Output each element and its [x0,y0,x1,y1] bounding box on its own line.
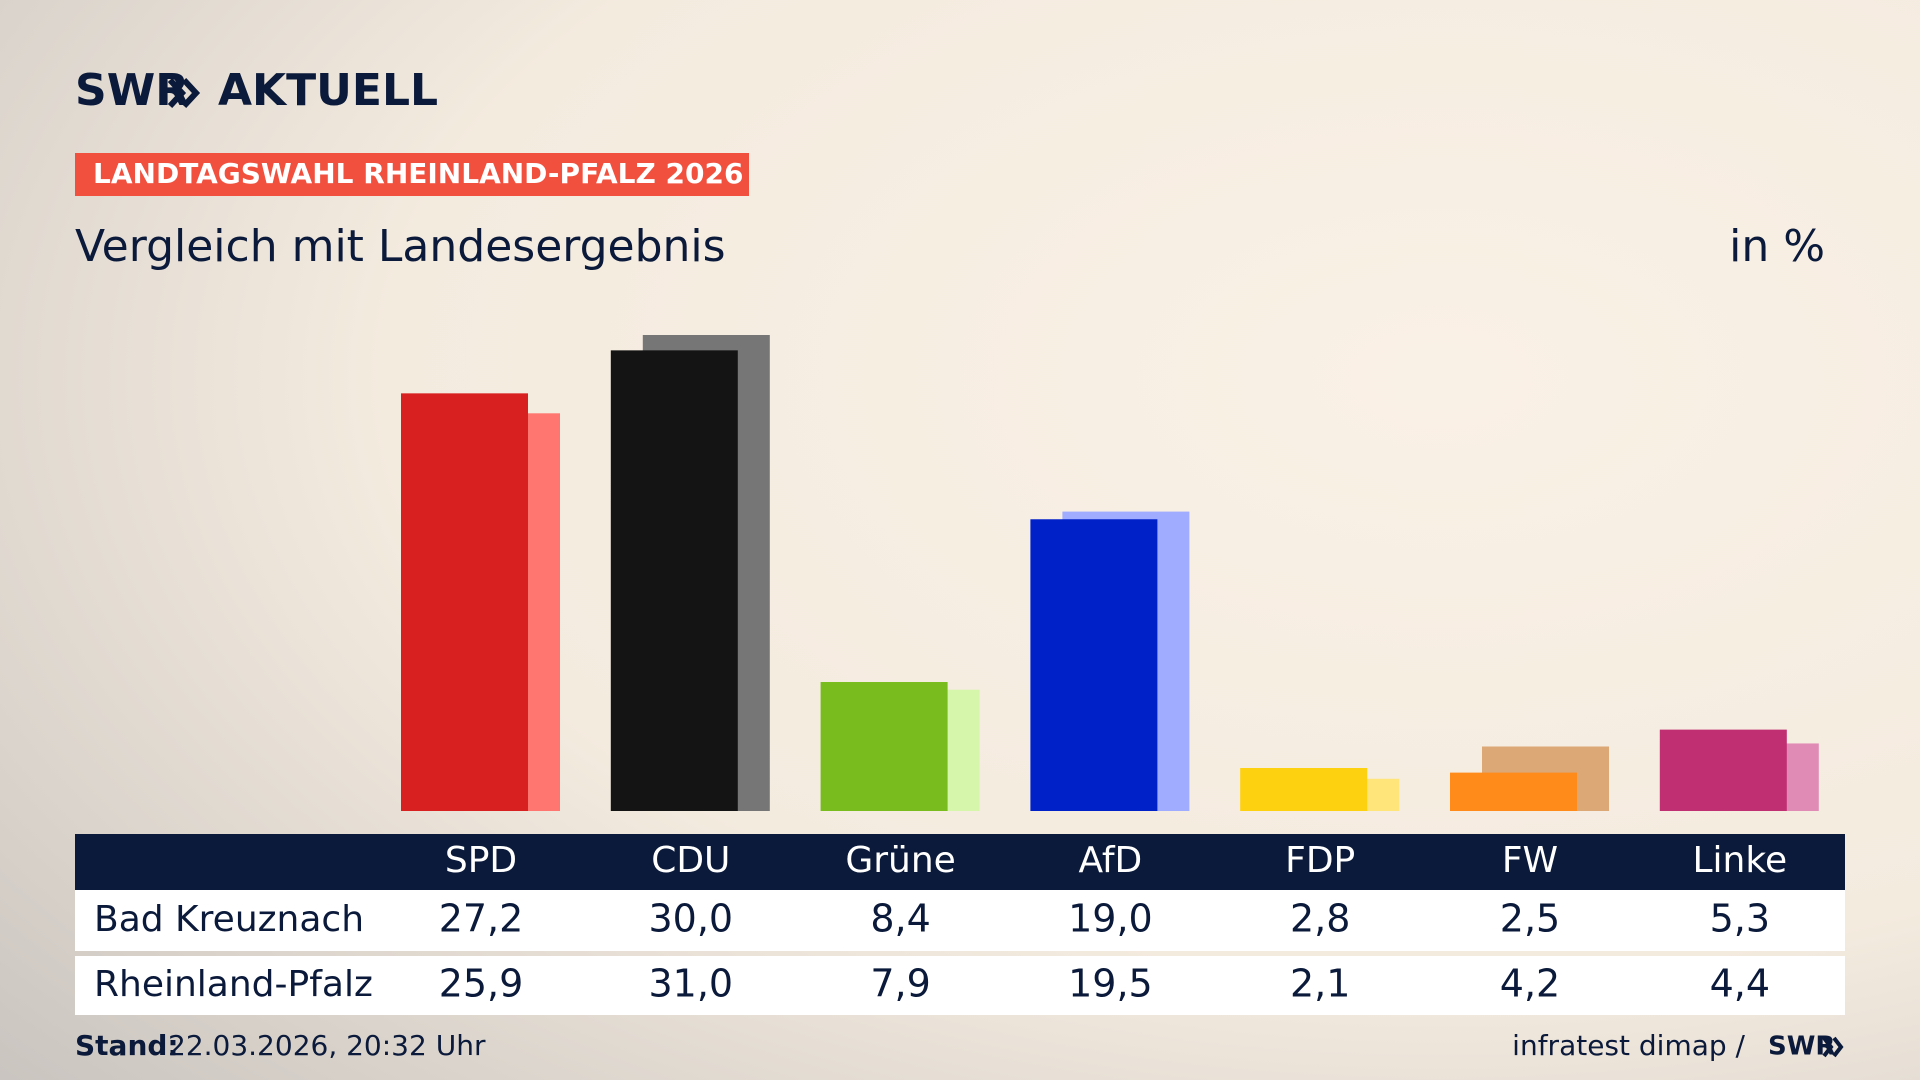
column-header: SPD [445,840,517,881]
column-header: FDP [1285,840,1355,881]
table-row [75,890,1845,951]
value-label: 31,0 [648,962,733,1006]
source-chevrons [1822,1036,1844,1058]
column-header: AfD [1079,840,1143,881]
stand-value: 22.03.2026, 20:32 Uhr [168,1029,486,1062]
brand-chevrons [167,77,201,109]
value-label: 2,5 [1500,897,1560,941]
value-label: 7,9 [870,962,930,1006]
table-row [75,956,1845,1015]
value-label: 2,8 [1290,897,1350,941]
value-label: 5,3 [1710,897,1770,941]
bar [820,682,948,811]
value-label: 19,0 [1068,897,1153,941]
value-label: 27,2 [439,897,524,941]
table-header [75,834,1845,890]
bar [1659,729,1787,811]
bar [610,350,738,811]
bar [1450,772,1577,811]
value-label: 25,9 [439,962,524,1006]
column-header: FW [1502,840,1558,881]
tag-box [75,153,749,196]
bar [401,393,528,811]
source-brand: SWR [1768,1032,1835,1062]
unit: in % [1729,221,1825,272]
column-header: Grüne [845,840,955,881]
stand-label: Stand: [75,1029,179,1062]
chart-title: Vergleich mit Landesergebnis [75,221,726,272]
value-label: 4,4 [1710,962,1770,1006]
value-label: 8,4 [870,897,930,941]
brand: SWR [75,65,189,116]
source: infratest dimap / [1512,1029,1745,1062]
tag: LANDTAGSWAHL RHEINLAND-PFALZ 2026 [93,157,743,190]
value-label: 4,2 [1500,962,1560,1006]
column-header: Linke [1693,840,1788,881]
value-label: 19,5 [1068,962,1153,1006]
brand-suffix: AKTUELL [218,65,438,116]
row-label: Bad Kreuznach [94,899,364,940]
value-label: 2,1 [1290,962,1350,1006]
column-header: CDU [651,840,730,881]
row-label: Rheinland-Pfalz [94,964,373,1005]
value-label: 30,0 [648,897,733,941]
bar [1030,519,1158,811]
bar [1240,768,1368,811]
